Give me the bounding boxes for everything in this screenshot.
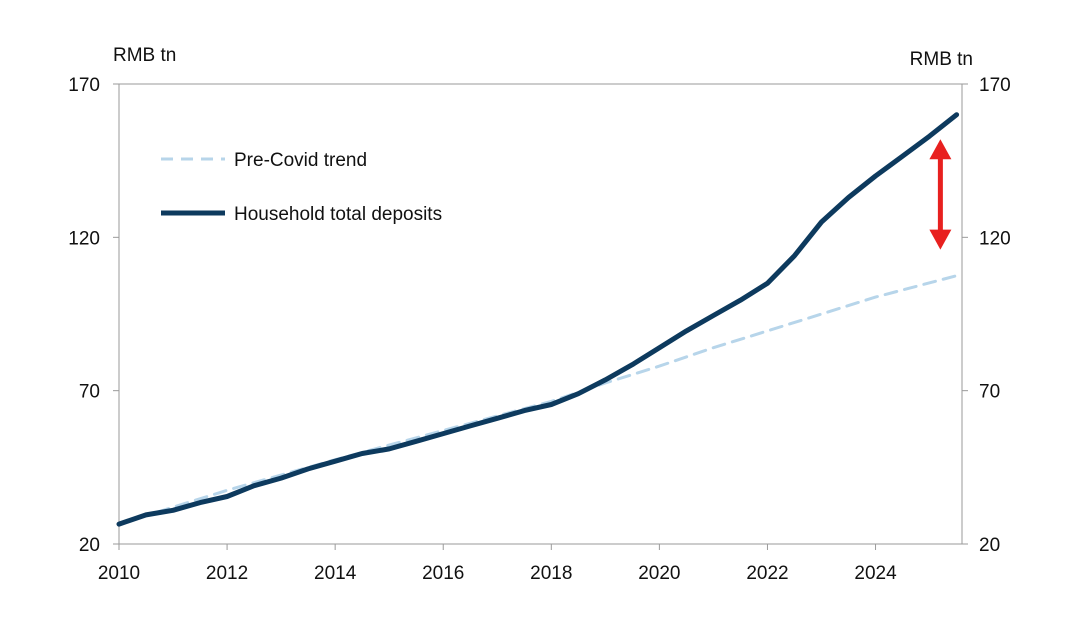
x-tick-label: 2016 (422, 563, 464, 584)
plot-area (118, 83, 963, 545)
y-tick-label-right: 70 (979, 382, 1000, 403)
gap-double-arrow (929, 139, 952, 250)
legend-label-pre-covid-trend: Pre-Covid trend (234, 150, 367, 171)
gap-arrow-head-bottom (929, 229, 952, 250)
x-axis: 2010 2012 2014 2016 2018 2020 2022 2024 (98, 544, 897, 584)
y-tick-label-right: 120 (979, 228, 1011, 249)
y-unit-right: RMB tn (910, 49, 973, 70)
x-tick-label: 2018 (530, 563, 572, 584)
y-tick-label-left: 20 (79, 535, 100, 556)
gap-arrow-head-top (929, 139, 952, 160)
x-tick-label: 2010 (98, 563, 140, 584)
y-tick-label-left: 120 (68, 228, 100, 249)
y-tick-label-right: 20 (979, 535, 1000, 556)
x-tick-label: 2024 (854, 563, 897, 584)
x-tick-label: 2012 (206, 563, 248, 584)
y-unit-left: RMB tn (113, 45, 176, 66)
legend-label-household-total-deposits: Household total deposits (234, 204, 442, 225)
series-line-household-total-deposits (116, 112, 960, 527)
y-axis-right: 20 70 120 170 (962, 75, 1011, 556)
y-tick-label-right: 170 (979, 75, 1011, 96)
x-tick-label: 2020 (638, 563, 680, 584)
legend: Pre-Covid trend Household total deposits (161, 150, 442, 225)
series-layer (116, 112, 960, 527)
x-tick-label: 2022 (746, 563, 788, 584)
x-tick-label: 2014 (314, 563, 357, 584)
annotation-layer (929, 139, 952, 250)
y-tick-label-left: 170 (68, 75, 100, 96)
plot-frame (118, 83, 963, 545)
y-tick-label-left: 70 (79, 382, 100, 403)
y-axis-left: 20 70 120 170 (68, 75, 119, 556)
